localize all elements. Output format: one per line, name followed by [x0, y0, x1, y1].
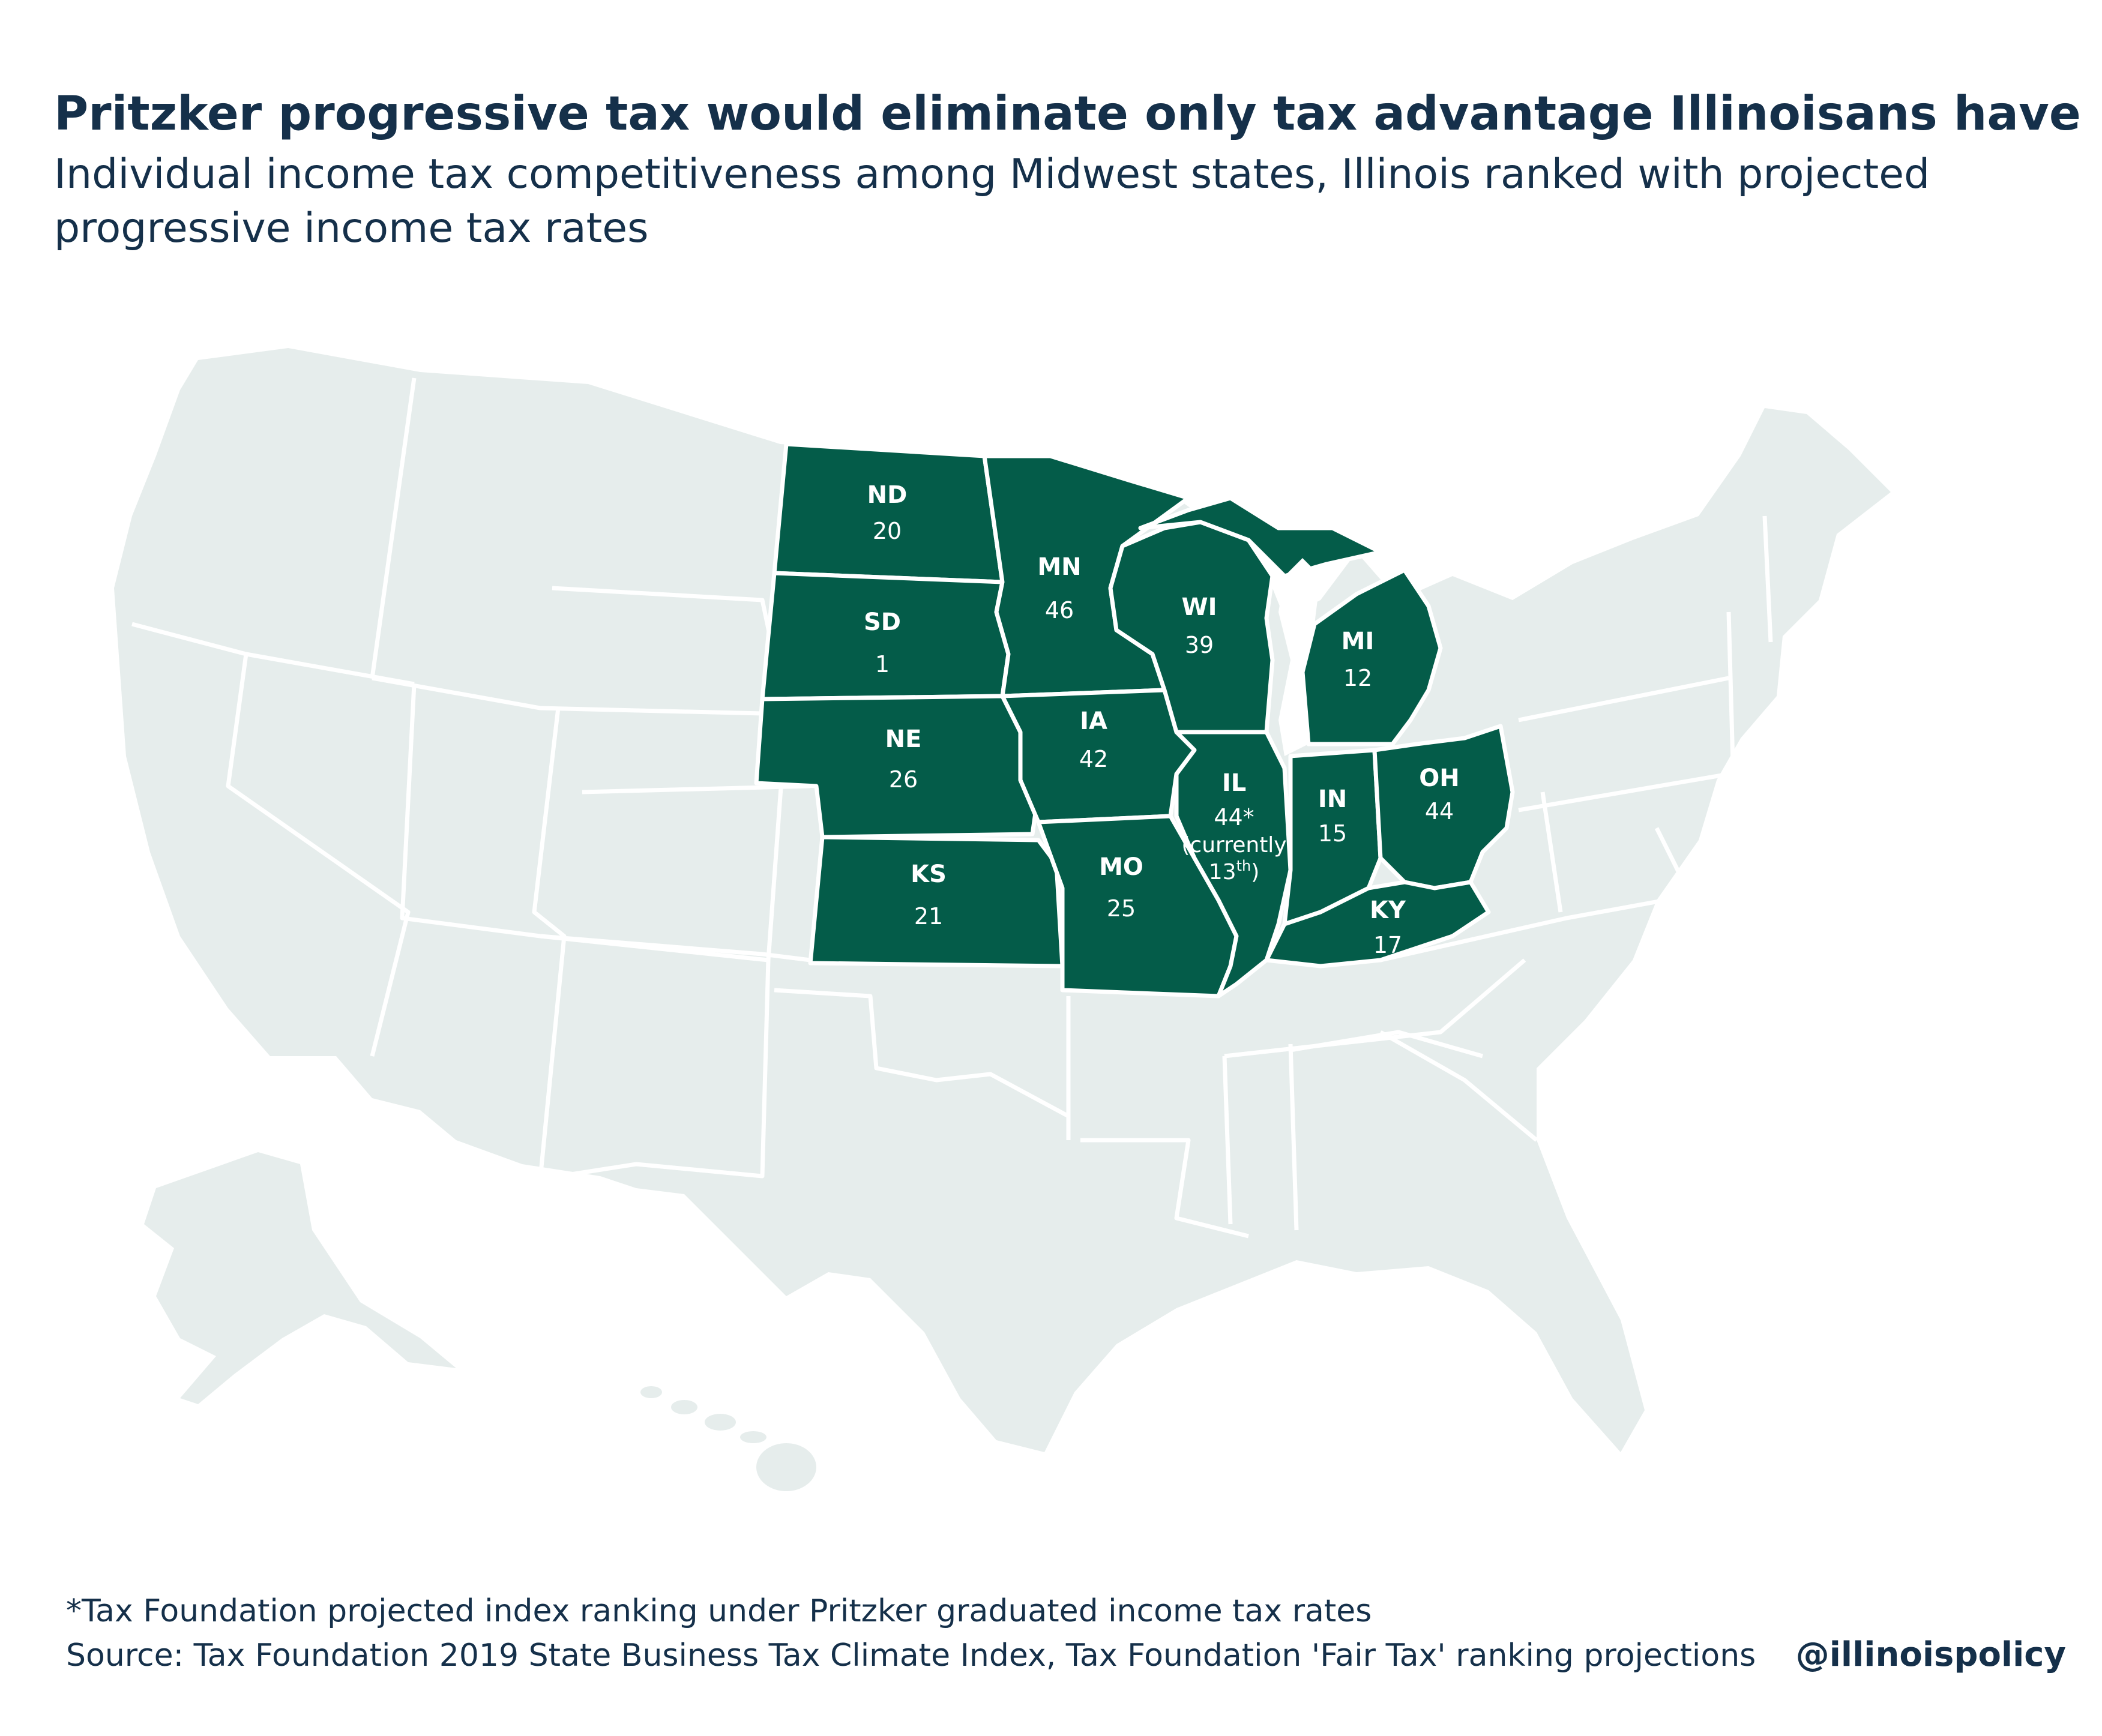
label-sd-rank: 1: [875, 651, 890, 677]
label-ky-abbr: KY: [1370, 897, 1406, 924]
state-il[interactable]: [1174, 730, 1293, 999]
label-il-note-sup: th: [1236, 857, 1251, 874]
label-il-note-num: 13: [1209, 860, 1236, 885]
source-line: Source: Tax Foundation 2019 State Busine…: [66, 1638, 1756, 1674]
label-ks-rank: 21: [914, 903, 943, 930]
label-sd-abbr: SD: [864, 608, 901, 636]
label-il-note-line1: (currently: [1181, 833, 1286, 857]
label-in-abbr: IN: [1318, 785, 1347, 813]
label-il-rank: 44*: [1214, 804, 1254, 830]
state-ks[interactable]: [808, 835, 1065, 969]
state-mi-upper[interactable]: [1138, 496, 1383, 578]
label-ia-rank: 42: [1079, 746, 1108, 772]
highlighted-states: [754, 442, 1515, 999]
label-ia-abbr: IA: [1080, 707, 1107, 735]
label-oh-rank: 44: [1425, 798, 1454, 824]
hawaii-shape: [640, 1386, 816, 1491]
alaska-shape: [144, 1152, 456, 1404]
label-mo-rank: 25: [1107, 895, 1136, 922]
label-il-note-close: ): [1251, 860, 1259, 885]
chart-title: Pritzker progressive tax would eliminate…: [54, 87, 2081, 141]
label-ks-abbr: KS: [911, 860, 947, 888]
label-oh-abbr: OH: [1419, 764, 1459, 792]
label-il-note-line2: 13th): [1209, 857, 1259, 885]
label-wi-abbr: WI: [1181, 593, 1217, 621]
label-mi-rank: 12: [1343, 665, 1372, 691]
footnote: *Tax Foundation projected index ranking …: [66, 1593, 1372, 1629]
label-mn-rank: 46: [1045, 597, 1074, 623]
state-nd[interactable]: [772, 442, 1005, 584]
label-in-rank: 15: [1318, 820, 1347, 847]
label-nd-rank: 20: [873, 518, 902, 544]
state-ky[interactable]: [1264, 880, 1491, 969]
chart-subtitle: Individual income tax competitiveness am…: [54, 151, 1930, 252]
state-labels: ND 20 SD 1 NE 26 KS 21 MN 46 IA 42 MO 25…: [864, 481, 1460, 958]
label-ne-abbr: NE: [885, 725, 922, 753]
label-ne-rank: 26: [889, 766, 918, 793]
label-ky-rank: 17: [1373, 932, 1402, 958]
label-nd-abbr: ND: [867, 481, 908, 509]
label-il-abbr: IL: [1222, 769, 1246, 797]
brand-handle[interactable]: @illinoispolicy: [1795, 1635, 2066, 1674]
label-mi-abbr: MI: [1342, 628, 1375, 655]
lake-michigan: [1278, 558, 1321, 756]
label-wi-rank: 39: [1185, 632, 1214, 658]
label-mo-abbr: MO: [1099, 853, 1143, 881]
state-border-lines: [131, 377, 1773, 1239]
label-mn-abbr: MN: [1037, 553, 1081, 581]
state-oh[interactable]: [1372, 724, 1515, 891]
state-sd[interactable]: [760, 571, 1011, 701]
